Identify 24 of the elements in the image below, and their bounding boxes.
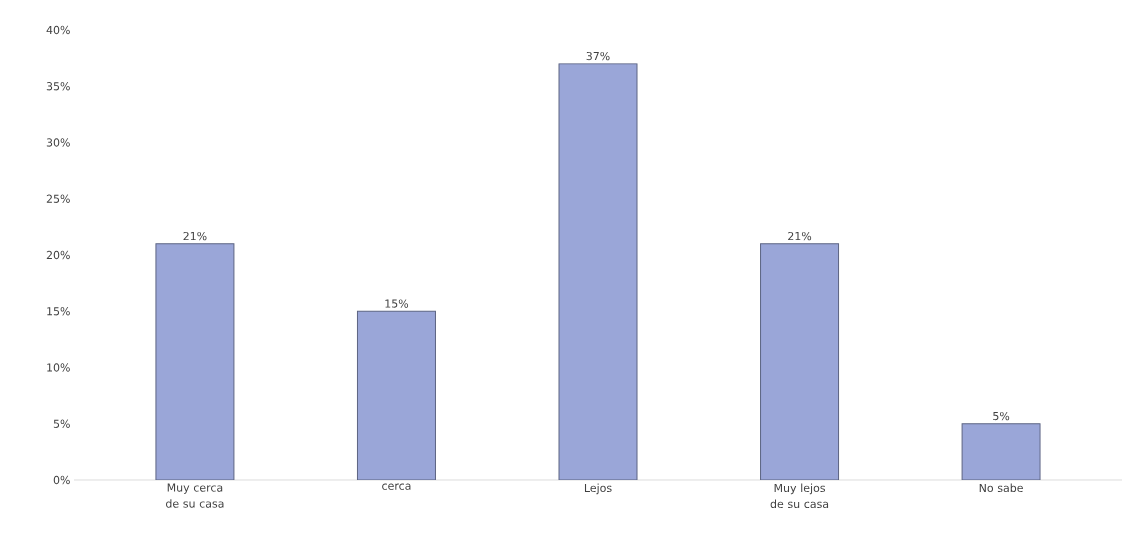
y-tick-label: 35% xyxy=(46,82,70,91)
y-tick-label: 20% xyxy=(46,250,70,260)
data-label: 5% xyxy=(993,411,1010,421)
data-label: 15% xyxy=(385,299,409,308)
y-tick-label: 15% xyxy=(47,307,70,316)
data-label: 37% xyxy=(586,51,610,61)
y-tick-label: 40% xyxy=(46,25,70,35)
x-tick-label: cerca xyxy=(382,483,411,490)
bar xyxy=(558,63,638,480)
y-tick-label: 30% xyxy=(46,138,70,147)
y-tick-label: 0% xyxy=(53,475,70,485)
y-tick-label: 25% xyxy=(46,194,70,203)
x-tick-label: No sabe xyxy=(979,483,1023,493)
x-tick-label: Muy cerca de su casa xyxy=(166,483,224,508)
bar xyxy=(155,243,235,480)
x-tick-label: Lejos xyxy=(584,483,612,495)
y-tick-label: 5% xyxy=(53,419,70,428)
x-tick-label: Muy lejos de su casa xyxy=(770,483,829,509)
data-label: 21% xyxy=(183,231,207,241)
data-label: 21% xyxy=(788,231,812,241)
bar xyxy=(961,423,1041,480)
bar xyxy=(760,243,840,480)
bar xyxy=(356,310,436,480)
y-tick-label: 10% xyxy=(47,363,70,372)
